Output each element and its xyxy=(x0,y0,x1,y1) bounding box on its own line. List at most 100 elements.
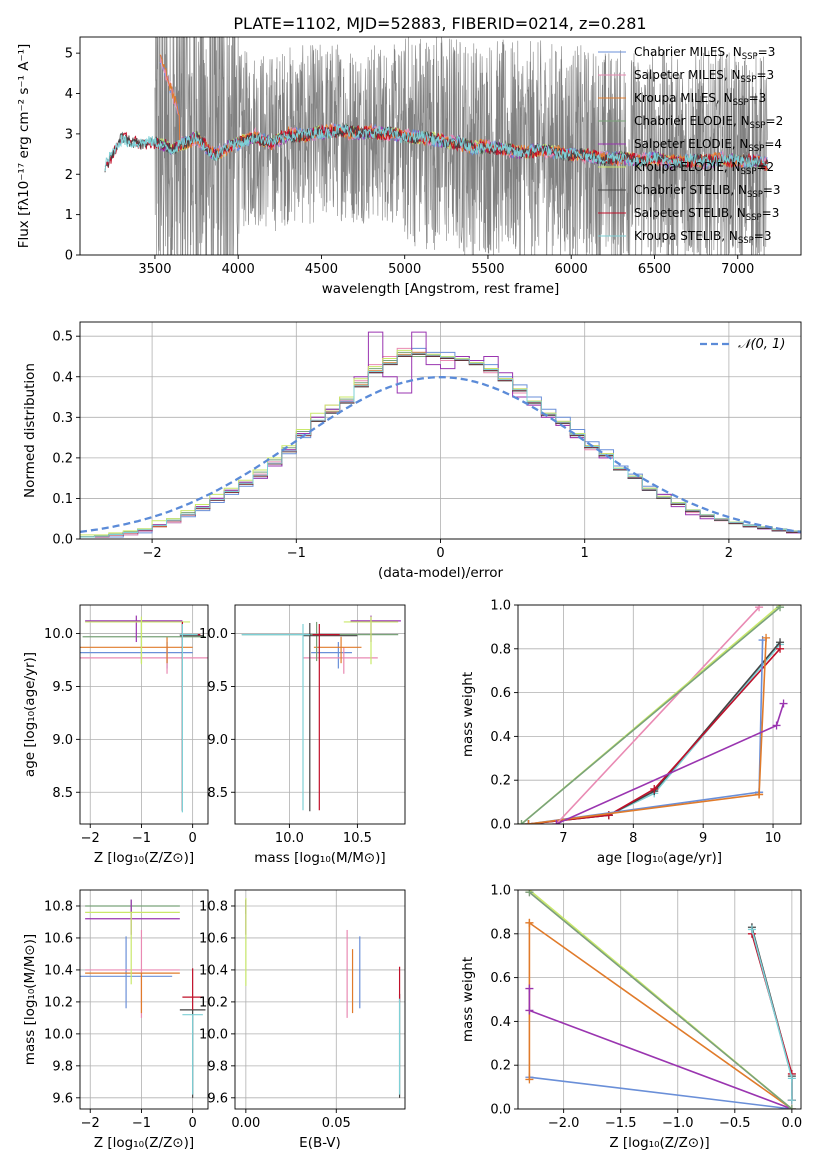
errorbar-chabrier-miles xyxy=(311,642,352,669)
axes-frame xyxy=(79,889,209,1110)
y-tick-label: 1 xyxy=(65,208,73,223)
x-tick-label: 7 xyxy=(559,831,567,846)
errorbar-chabrier-miles xyxy=(80,642,193,669)
massweight-vs-metallicity-panel: −2.0 −1.5 −1.0 −0.5 0.0 0.0 0.2 0.4 0.6 0.8 1.0 Z [… xyxy=(460,884,802,1152)
errorbar-kroupa-miles xyxy=(313,636,362,664)
massweight-marker xyxy=(524,820,533,824)
y-tick-label: 10.8 xyxy=(44,899,73,914)
massweight-line-chabrier-miles xyxy=(529,1076,792,1109)
axes-frame xyxy=(517,604,802,825)
x-tick-label: −1 xyxy=(132,831,151,846)
plot-area xyxy=(241,615,401,812)
massweight-marker xyxy=(525,1006,534,1015)
y-tick-label: 0.4 xyxy=(52,370,73,385)
errorbar-chabrier-stelib xyxy=(179,622,203,812)
residual-histogram-panel: −2 −1 0 1 2 0.0 0.1 0.2 0.3 0.4 0.5 (data-model)/er… xyxy=(22,321,802,581)
y-tick-label: 10.2 xyxy=(44,995,73,1010)
x-tick-label: 0.0 xyxy=(782,1116,803,1131)
y-tick-label: 9.8 xyxy=(207,1059,228,1074)
x-axis-label: E(B-V) xyxy=(299,1135,341,1151)
errorbar-salpeter-miles xyxy=(85,929,180,1018)
massweight-marker xyxy=(787,1105,796,1109)
y-tick-label: 0.0 xyxy=(490,818,511,833)
massweight-line-chabrier-elodie xyxy=(520,606,781,824)
massweight-marker xyxy=(525,1075,534,1084)
legend-label: Kroupa STELIB, NSSP=3 xyxy=(634,229,772,246)
y-axis-label: mass weight xyxy=(460,957,476,1042)
y-tick-label: 5 xyxy=(65,47,73,62)
y-tick-label: 10.4 xyxy=(199,963,228,978)
y-tick-label: 8.5 xyxy=(207,786,228,801)
x-tick-label: 1 xyxy=(581,546,589,561)
y-tick-label: 10.6 xyxy=(44,931,73,946)
x-tick-label: 5000 xyxy=(388,262,421,277)
x-tick-label: −1.5 xyxy=(605,1116,637,1131)
y-tick-label: 0.1 xyxy=(52,492,73,507)
y-tick-label: 0 xyxy=(65,249,73,264)
spectrum-legend: Chabrier MILES, NSSP=3 Salpeter MILES, NS… xyxy=(598,45,783,246)
massweight-marker xyxy=(772,721,781,730)
errorbar-salpeter-miles xyxy=(303,647,378,674)
legend-label: Kroupa ELODIE, NSSP=2 xyxy=(634,160,774,177)
errorbar-kroupa-miles xyxy=(80,636,193,664)
massweight-marker xyxy=(755,605,764,612)
errorbar-kroupa-elodie xyxy=(85,911,180,985)
plot-area xyxy=(525,890,796,1109)
y-tick-label: 0.3 xyxy=(52,411,73,426)
x-axis-label: Z [log₁₀(Z/Z⊙)] xyxy=(609,1135,709,1151)
y-tick-label: 10.4 xyxy=(44,963,73,978)
x-tick-label: −2 xyxy=(81,831,100,846)
mass-vs-ebv-panel: 0.00 0.05 9.6 9.8 10.0 10.2 10.4 10.6 10.8 E(B-V) xyxy=(199,889,406,1151)
massweight-marker xyxy=(525,890,534,897)
axes-frame xyxy=(234,604,406,825)
legend-label: Salpeter STELIB, NSSP=3 xyxy=(634,206,779,223)
x-tick-label: 10.5 xyxy=(343,831,372,846)
y-axis-label: age [log₁₀(age/yr)] xyxy=(22,652,38,777)
x-tick-label: 9 xyxy=(699,831,707,846)
x-tick-label: −1 xyxy=(287,546,306,561)
axes-frame xyxy=(79,36,802,256)
plot-area xyxy=(518,605,788,824)
y-tick-label: 1.0 xyxy=(490,884,511,899)
y-tick-label: 0.8 xyxy=(490,642,511,657)
x-tick-label: 0.05 xyxy=(322,1116,351,1131)
age-vs-mass-panel: 10.0 10.5 8.5 9.0 9.5 10.0 mass [log₁₀(M/M⊙)] xyxy=(199,604,406,866)
y-tick-label: 0.4 xyxy=(490,1015,511,1030)
y-tick-label: 9.5 xyxy=(52,680,73,695)
y-tick-label: 0.0 xyxy=(52,533,73,548)
errorbar-salpeter-elodie xyxy=(350,615,401,643)
massweight-marker xyxy=(755,790,764,799)
errorbar-salpeter-stelib xyxy=(182,968,203,1010)
y-tick-label: 9.6 xyxy=(207,1091,228,1106)
errorbar-chabrier-stelib xyxy=(303,622,358,812)
plot-area xyxy=(104,37,769,255)
y-tick-label: 9.5 xyxy=(207,680,228,695)
massweight-line-chabrier-elodie xyxy=(528,891,793,1109)
y-axis-label: Normed distribution xyxy=(22,363,38,498)
x-tick-label: 0 xyxy=(436,546,444,561)
massweight-marker xyxy=(776,644,785,653)
y-tick-label: 9.6 xyxy=(52,1091,73,1106)
x-tick-label: 5500 xyxy=(471,262,504,277)
massweight-line-salpeter-stelib xyxy=(751,933,793,1101)
massweight-marker xyxy=(552,820,561,824)
legend-label: Salpeter MILES, NSSP=3 xyxy=(634,68,774,85)
errorbar-chabrier-elodie xyxy=(241,621,399,662)
legend-label: Chabrier MILES, NSSP=3 xyxy=(634,45,775,62)
massweight-marker xyxy=(787,1096,796,1105)
x-axis-label: mass [log₁₀(M/M⊙)] xyxy=(254,850,385,866)
plot-area xyxy=(245,897,401,1098)
errorbar-salpeter-miles xyxy=(80,647,208,674)
axes-frame xyxy=(234,889,406,1110)
massweight-marker xyxy=(650,784,659,793)
residual-legend: 𝒩(0, 1) xyxy=(700,337,785,352)
y-tick-label: 10.6 xyxy=(199,931,228,946)
errorbar-kroupa-stelib xyxy=(241,624,310,811)
y-tick-label: 10.0 xyxy=(44,627,73,642)
x-tick-label: −2 xyxy=(81,1116,100,1131)
axes-frame xyxy=(517,889,802,1110)
massweight-marker xyxy=(525,984,534,993)
massweight-line-salpeter-elodie xyxy=(528,988,793,1109)
massweight-marker xyxy=(779,699,788,708)
